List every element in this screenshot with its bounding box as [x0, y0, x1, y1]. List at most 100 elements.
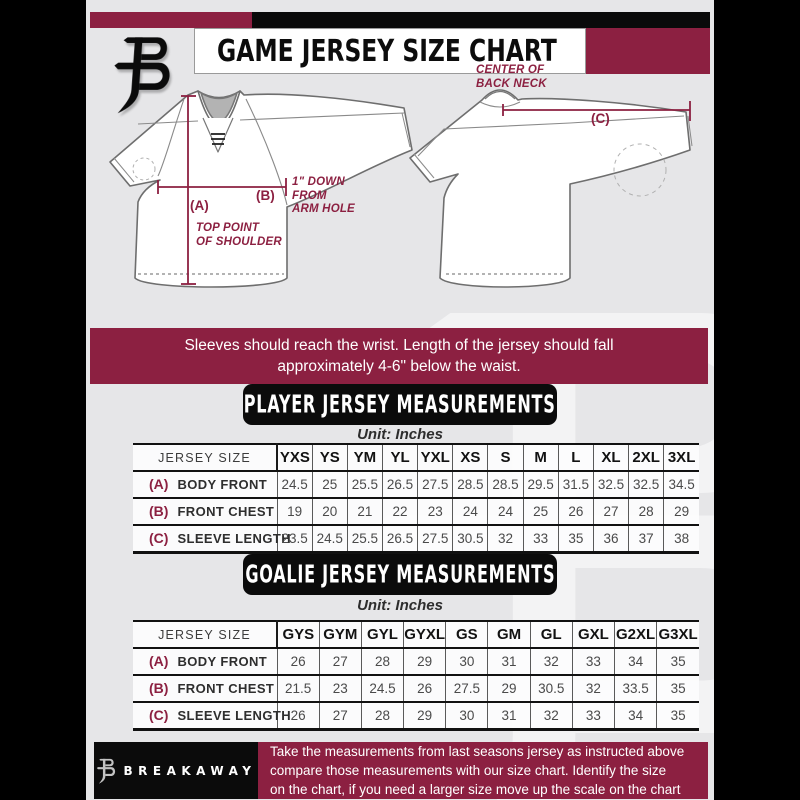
measure-value: 27.5 — [445, 675, 488, 703]
col-header-s: S — [487, 444, 524, 472]
table-row: (B) FRONT CHEST 19 20 21 22 23 24 24 25 26 27 28 29 — [133, 498, 699, 526]
col-header-gxl: GXL — [571, 621, 615, 649]
col-header-yl: YL — [381, 444, 418, 472]
row-label: (C) SLEEVE LENGTH — [133, 702, 291, 731]
row-label: (B) FRONT CHEST — [133, 498, 277, 526]
back-jersey-outline — [409, 89, 691, 288]
row-label: (A) BODY FRONT — [133, 471, 277, 499]
measure-value: 29 — [663, 498, 699, 526]
measure-label-b: 1" DOWN FROM ARM HOLE — [292, 176, 355, 215]
measure-value: 26 — [557, 498, 594, 526]
measure-value: 34 — [613, 648, 657, 676]
measure-value: 30.5 — [452, 525, 488, 554]
measure-value: 38 — [663, 525, 699, 554]
measure-value: 29 — [403, 648, 446, 676]
measure-key-c: (C) — [591, 111, 610, 126]
header-accent-bar — [90, 12, 710, 28]
col-header-gs: GS — [445, 621, 488, 649]
measure-value: 37 — [628, 525, 664, 554]
measure-value: 28.5 — [487, 471, 524, 499]
measure-key-a: (A) — [190, 198, 209, 213]
measure-value: 32 — [529, 648, 573, 676]
measure-value: 30 — [445, 702, 488, 731]
measure-value: 26 — [276, 648, 320, 676]
col-header-ys: YS — [311, 444, 348, 472]
title-box: GAME JERSEY SIZE CHART — [194, 28, 586, 74]
front-collar — [197, 90, 241, 127]
measure-name: FRONT CHEST — [177, 503, 275, 519]
measure-value: 35 — [656, 675, 699, 703]
measure-value: 29.5 — [522, 471, 559, 499]
measure-value: 23 — [318, 675, 362, 703]
col-header-xs: XS — [452, 444, 488, 472]
measure-value: 27.5 — [417, 525, 453, 554]
row-label: (C) SLEEVE LENGTH — [133, 525, 291, 554]
measure-value: 25.5 — [346, 471, 383, 499]
measure-key: (A) — [149, 652, 169, 669]
measure-value: 25 — [522, 498, 559, 526]
measure-value: 32 — [529, 702, 573, 731]
measure-name: SLEEVE LENGTH — [177, 707, 291, 723]
col-header-m: M — [522, 444, 559, 472]
measure-label-c: CENTER OF BACK NECK — [476, 64, 547, 90]
measure-value: 35 — [557, 525, 594, 554]
measure-value: 25 — [311, 471, 348, 499]
col-header-gl: GL — [529, 621, 573, 649]
measure-value: 27 — [592, 498, 629, 526]
measurement-lines — [157, 95, 691, 285]
header-maroon-block — [586, 28, 710, 74]
measure-value: 30 — [445, 648, 488, 676]
footer-instructions-text: Take the measurements from last seasons … — [270, 744, 685, 797]
goalie-unit-label: Unit: Inches — [357, 597, 443, 614]
player-measurements-table: JERSEY SIZE YXS YS YM YL YXL XS S M L XL 2XL 3XL (A) B… — [133, 443, 699, 554]
infographic-canvas: GAME JERSEY SIZE CHART — [86, 0, 714, 800]
measure-value: 20 — [311, 498, 348, 526]
measure-value: 26 — [276, 702, 320, 731]
measure-value: 27 — [318, 648, 362, 676]
measure-key-b: (B) — [256, 188, 275, 203]
col-header-jersey-size: JERSEY SIZE — [133, 444, 277, 472]
measure-value: 26.5 — [381, 525, 418, 554]
measure-value: 30.5 — [529, 675, 573, 703]
goalie-section-title: GOALIE JERSEY MEASUREMENTS — [245, 560, 555, 589]
header-row: JERSEY SIZE GYS GYM GYL GYXL GS GM GL GXL G2XL G3X… — [133, 621, 699, 649]
measure-key: (B) — [149, 679, 169, 696]
measure-key: (A) — [149, 475, 169, 492]
measure-value: 34 — [613, 702, 657, 731]
instruction-banner-text: Sleeves should reach the wrist. Length o… — [184, 337, 614, 375]
measure-value: 28 — [360, 648, 404, 676]
col-header-3xl: 3XL — [663, 444, 699, 472]
measure-value: 27.5 — [417, 471, 453, 499]
measure-value: 22 — [381, 498, 418, 526]
measure-value: 34.5 — [663, 471, 699, 499]
footer-brand-logo-icon — [96, 758, 115, 784]
measure-value: 36 — [592, 525, 629, 554]
col-header-g2xl: G2XL — [613, 621, 657, 649]
measure-value: 21.5 — [276, 675, 320, 703]
measure-value: 32 — [487, 525, 524, 554]
measure-name: FRONT CHEST — [177, 680, 275, 696]
measure-value: 24.5 — [311, 525, 348, 554]
col-header-gyxl: GYXL — [403, 621, 446, 649]
col-header-gys: GYS — [275, 621, 320, 649]
header-accent-maroon — [90, 12, 252, 28]
measure-value: 25.5 — [346, 525, 383, 554]
measure-value: 23.5 — [276, 525, 313, 554]
measure-value: 32.5 — [592, 471, 629, 499]
measure-value: 24.5 — [276, 471, 313, 499]
col-header-gm: GM — [487, 621, 531, 649]
measure-value: 32.5 — [628, 471, 664, 499]
col-header-xl: XL — [592, 444, 629, 472]
measure-value: 35 — [656, 702, 699, 731]
player-unit-label: Unit: Inches — [357, 426, 443, 443]
measure-value: 24.5 — [360, 675, 404, 703]
table-row: (B) FRONT CHEST 21.5 23 24.5 26 27.5 29 30.5 32 33… — [133, 675, 699, 703]
instruction-banner: Sleeves should reach the wrist. Length o… — [90, 328, 708, 384]
measure-value: 24 — [452, 498, 488, 526]
measure-value: 28 — [628, 498, 664, 526]
col-header-gyl: GYL — [360, 621, 404, 649]
measure-name: BODY FRONT — [177, 476, 268, 492]
measure-label-a: TOP POINT OF SHOULDER — [196, 222, 282, 248]
col-header-ym: YM — [346, 444, 383, 472]
player-section-title-bar: PLAYER JERSEY MEASUREMENTS — [243, 384, 557, 425]
